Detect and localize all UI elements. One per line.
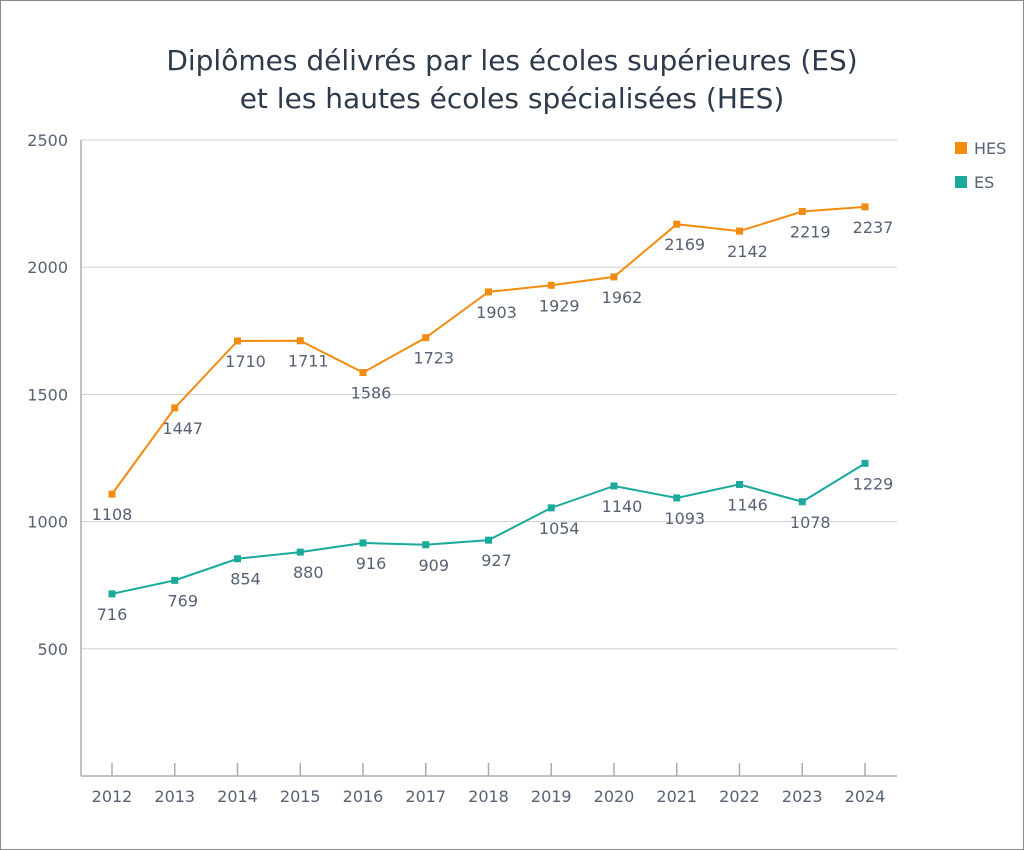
data-label: 1140 <box>602 497 643 516</box>
data-point <box>610 482 618 490</box>
x-tick-label: 2023 <box>782 787 823 806</box>
data-label: 1903 <box>476 303 517 322</box>
data-point <box>108 590 116 598</box>
data-point <box>861 203 869 211</box>
data-label: 769 <box>167 591 198 610</box>
x-tick-label: 2019 <box>531 787 572 806</box>
data-label: 854 <box>230 570 261 589</box>
data-point <box>547 504 555 512</box>
data-point <box>610 273 618 281</box>
legend-label-es: ES <box>974 173 994 192</box>
data-point <box>234 555 241 563</box>
data-label: 880 <box>293 563 324 582</box>
data-label: 2219 <box>790 222 831 241</box>
data-label: 909 <box>418 556 449 575</box>
data-label: 1108 <box>92 505 133 524</box>
data-label: 1146 <box>727 495 768 514</box>
data-label: 2142 <box>727 242 768 261</box>
data-point <box>359 539 367 547</box>
data-point <box>108 490 116 498</box>
y-tick-label: 2500 <box>27 131 68 150</box>
y-tick-label: 2000 <box>27 258 68 277</box>
y-tick-label: 500 <box>37 640 68 659</box>
chart-title: Diplômes délivrés par les écoles supérie… <box>0 42 1024 118</box>
data-label: 1929 <box>539 296 580 315</box>
data-label: 1962 <box>602 288 643 307</box>
data-point <box>673 494 681 502</box>
data-point <box>296 548 304 556</box>
data-label: 1723 <box>413 349 454 368</box>
data-point <box>861 459 869 467</box>
data-label: 2237 <box>853 218 894 237</box>
legend-label-hes: HES <box>974 139 1006 158</box>
data-label: 716 <box>97 605 128 624</box>
data-point <box>296 337 304 345</box>
data-point <box>422 334 430 342</box>
data-label: 1229 <box>853 474 894 493</box>
x-tick-label: 2013 <box>154 787 195 806</box>
x-tick-label: 2024 <box>845 787 886 806</box>
chart-title-line-2: et les hautes écoles spécialisées (HES) <box>239 82 785 115</box>
data-label: 916 <box>356 554 387 573</box>
x-tick-label: 2016 <box>343 787 384 806</box>
x-tick-label: 2017 <box>405 787 446 806</box>
data-label: 1093 <box>664 509 705 528</box>
data-point <box>171 576 179 584</box>
data-point <box>359 369 367 377</box>
data-point <box>485 288 492 296</box>
data-point <box>547 281 555 289</box>
y-tick-label: 1000 <box>27 513 68 532</box>
x-tick-label: 2014 <box>217 787 258 806</box>
legend-swatch-es <box>955 176 967 188</box>
data-point <box>798 498 806 506</box>
data-point <box>234 337 241 345</box>
data-point <box>736 227 743 235</box>
data-point <box>736 480 743 488</box>
x-tick-label: 2018 <box>468 787 509 806</box>
data-point <box>422 541 430 549</box>
data-point <box>485 536 492 544</box>
data-point <box>798 207 806 215</box>
y-tick-label: 1500 <box>27 385 68 404</box>
chart-title-line-1: Diplômes délivrés par les écoles supérie… <box>166 44 858 77</box>
series-line-es <box>111 462 866 595</box>
data-label: 1078 <box>790 513 831 532</box>
x-tick-label: 2021 <box>656 787 697 806</box>
data-label: 1586 <box>351 384 392 403</box>
data-point <box>673 220 681 228</box>
data-label: 927 <box>481 551 512 570</box>
legend-swatch-hes <box>955 142 967 154</box>
data-label: 1711 <box>288 352 329 371</box>
x-tick-label: 2022 <box>719 787 760 806</box>
x-tick-label: 2015 <box>280 787 321 806</box>
data-label: 1710 <box>225 352 266 371</box>
x-tick-label: 2020 <box>594 787 635 806</box>
data-label: 1054 <box>539 519 580 538</box>
x-tick-label: 2012 <box>92 787 133 806</box>
data-label: 1447 <box>162 419 203 438</box>
data-label: 2169 <box>664 235 705 254</box>
data-point <box>171 404 179 412</box>
